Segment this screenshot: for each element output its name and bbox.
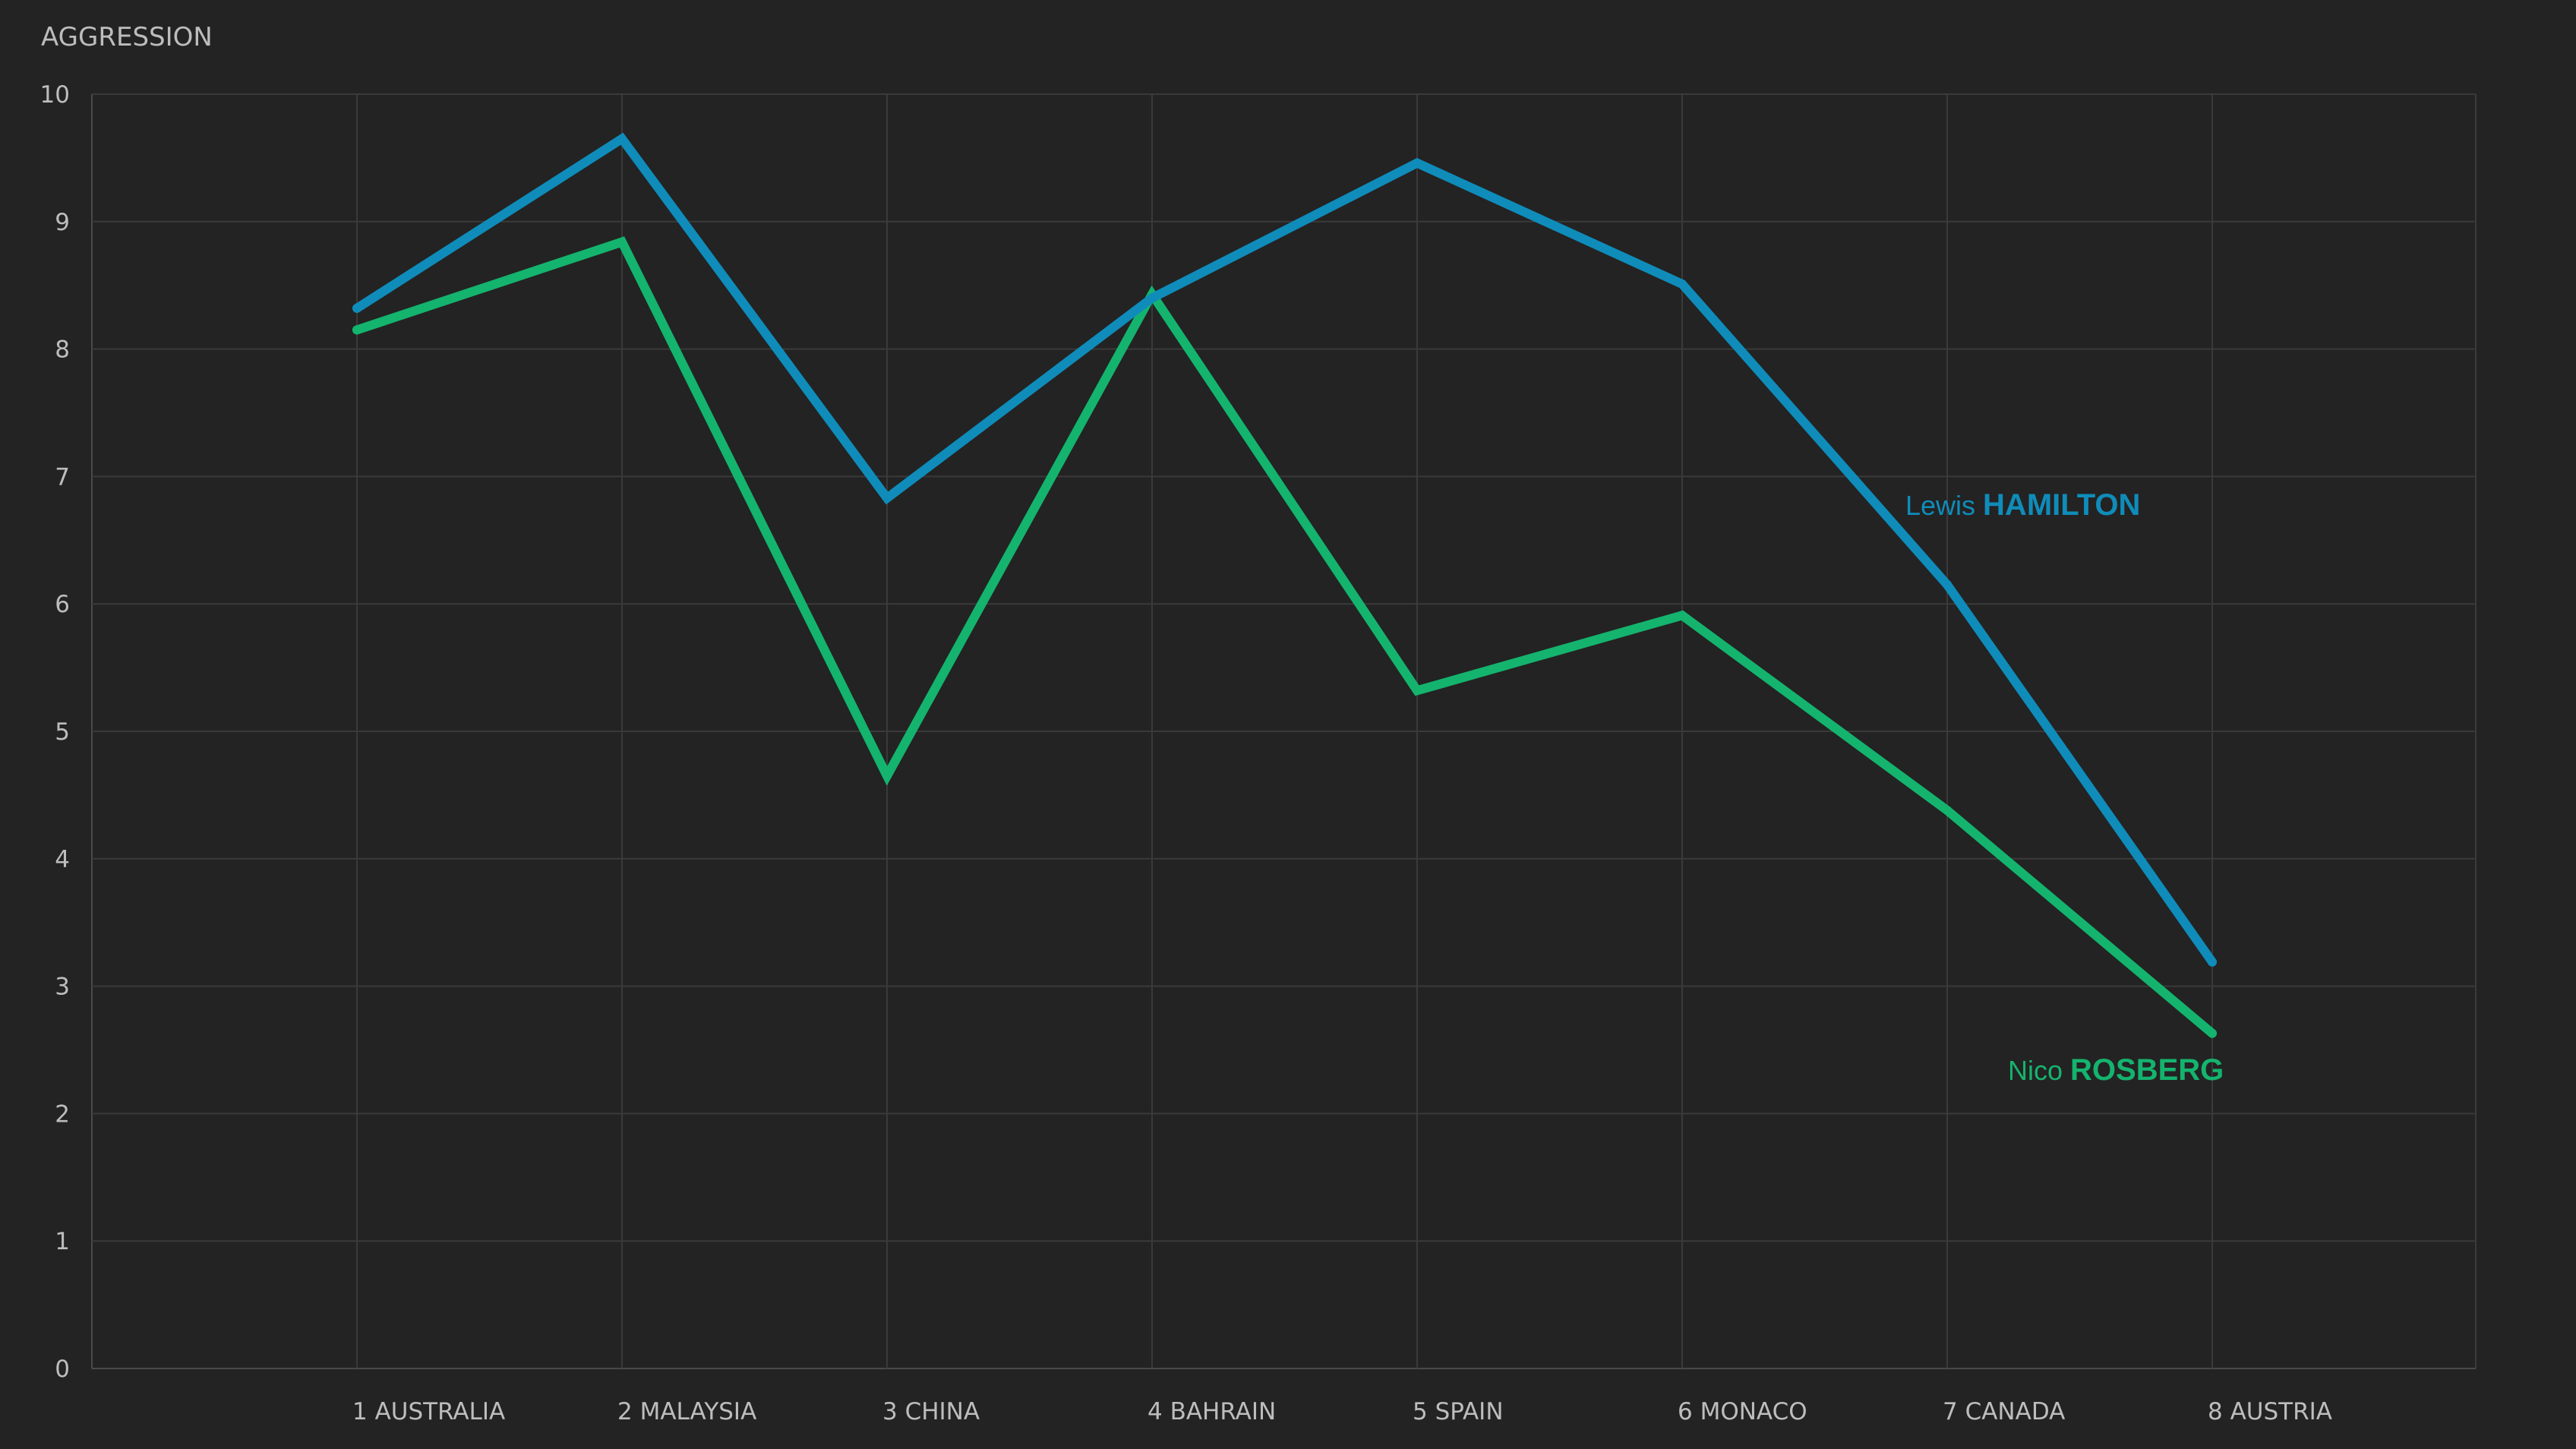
series-labels: Lewis HAMILTON Nico ROSBERG [1905, 488, 2224, 1087]
x-tick-label: 8 AUSTRIA [2208, 1398, 2332, 1425]
series-line-rosberg [352, 236, 2217, 1038]
data-point-hamilton [1413, 158, 1422, 168]
data-point-rosberg [2208, 1028, 2217, 1038]
series-label-last-name: ROSBERG [2070, 1053, 2224, 1087]
x-tick-label: 1 AUSTRALIA [352, 1398, 505, 1425]
y-tick-label: 4 [55, 846, 70, 873]
y-tick-label: 8 [55, 336, 70, 364]
series-line-hamilton [352, 132, 2217, 967]
data-point-hamilton [1943, 580, 1952, 590]
y-tick-label: 5 [55, 718, 70, 746]
axis-tick-labels: 0 1 2 3 4 5 6 7 8 9 10 1 AUSTRALIA 2 MALAYSIA 3 CHINA… [40, 81, 2332, 1425]
series-lines [352, 132, 2217, 1038]
y-tick-label: 0 [55, 1356, 70, 1383]
data-point-rosberg [1943, 806, 1952, 816]
y-tick-label: 10 [40, 81, 70, 109]
x-tick-label: 4 BAHRAIN [1148, 1398, 1276, 1425]
series-label-last-name: HAMILTON [1983, 488, 2140, 522]
y-tick-label: 1 [55, 1228, 70, 1255]
y-axis-title: AGGRESSION [41, 22, 213, 52]
data-point-hamilton [1678, 279, 1687, 289]
data-point-rosberg [1413, 686, 1422, 696]
data-point-hamilton [1148, 293, 1157, 303]
y-tick-label: 7 [55, 463, 70, 491]
data-point-hamilton [617, 134, 627, 144]
data-point-hamilton [352, 303, 361, 313]
x-tick-label: 3 CHINA [882, 1398, 980, 1425]
data-point-hamilton [882, 493, 892, 503]
y-tick-label: 6 [55, 591, 70, 618]
y-tick-label: 2 [55, 1100, 70, 1128]
y-tick-label: 3 [55, 974, 70, 1001]
x-tick-label: 5 SPAIN [1413, 1398, 1504, 1425]
series-label-hamilton: Lewis HAMILTON [1905, 488, 2140, 522]
data-point-rosberg [1678, 611, 1687, 620]
x-tick-label: 2 MALAYSIA [617, 1398, 756, 1425]
series-label-first-name: Nico [2008, 1055, 2070, 1086]
data-point-hamilton [2208, 957, 2217, 967]
y-tick-label: 9 [55, 209, 70, 236]
data-point-rosberg [882, 771, 892, 781]
data-point-rosberg [617, 237, 627, 247]
x-tick-label: 7 CANADA [1943, 1398, 2065, 1425]
data-point-rosberg [352, 325, 361, 335]
series-label-rosberg: Nico ROSBERG [2008, 1053, 2224, 1087]
series-label-first-name: Lewis [1905, 490, 1983, 521]
x-tick-label: 6 MONACO [1678, 1398, 1807, 1425]
